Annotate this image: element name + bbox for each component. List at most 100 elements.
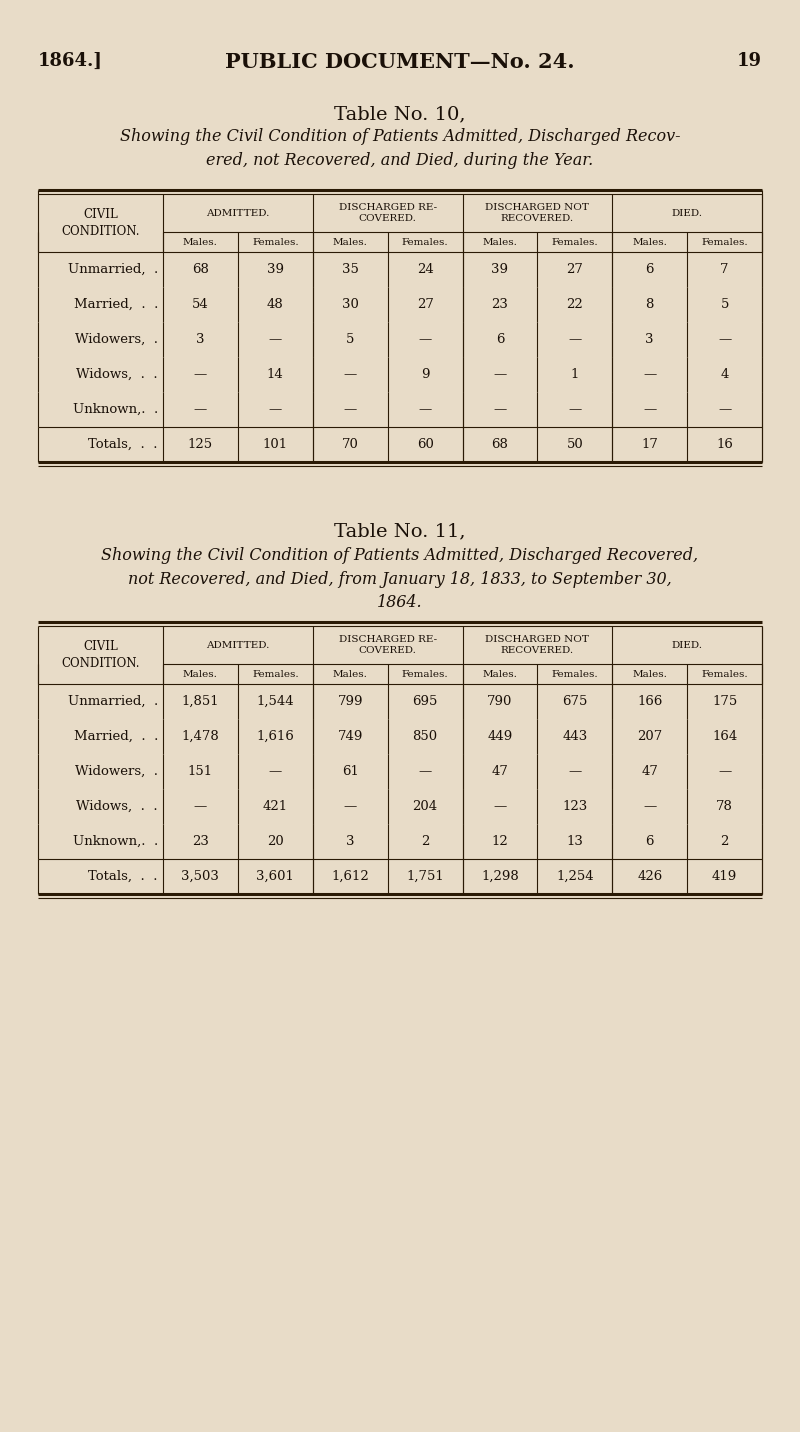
Text: Males.: Males. xyxy=(333,238,368,246)
Text: 23: 23 xyxy=(491,298,508,311)
Text: —: — xyxy=(418,402,432,417)
Text: 151: 151 xyxy=(188,765,213,778)
Text: 3: 3 xyxy=(196,334,205,347)
Text: 675: 675 xyxy=(562,695,587,707)
Text: —: — xyxy=(568,334,582,347)
Text: —: — xyxy=(418,765,432,778)
Text: —: — xyxy=(643,368,656,381)
Text: 6: 6 xyxy=(646,263,654,276)
Text: 1,851: 1,851 xyxy=(182,695,219,707)
Text: Females.: Females. xyxy=(252,238,298,246)
Text: Males.: Males. xyxy=(632,670,667,679)
Text: 9: 9 xyxy=(421,368,430,381)
Text: 48: 48 xyxy=(267,298,284,311)
Text: 1,612: 1,612 xyxy=(331,871,369,884)
Text: Showing the Civil Condition of Patients Admitted, Discharged Recov-
ered, not Re: Showing the Civil Condition of Patients … xyxy=(120,127,680,169)
Text: 449: 449 xyxy=(487,730,513,743)
Text: ADMITTED.: ADMITTED. xyxy=(206,209,270,218)
Text: DISCHARGED NOT
RECOVERED.: DISCHARGED NOT RECOVERED. xyxy=(486,634,590,654)
Text: Totals,  .  .: Totals, . . xyxy=(89,871,158,884)
Text: 3: 3 xyxy=(646,334,654,347)
Text: Females.: Females. xyxy=(551,670,598,679)
Text: —: — xyxy=(418,334,432,347)
Text: 2: 2 xyxy=(421,835,430,848)
Text: Females.: Females. xyxy=(402,670,448,679)
Text: CIVIL
CONDITION.: CIVIL CONDITION. xyxy=(62,640,140,670)
Text: 68: 68 xyxy=(491,438,508,451)
Text: Widowers,  .: Widowers, . xyxy=(75,334,158,347)
Text: Males.: Males. xyxy=(183,238,218,246)
Text: 19: 19 xyxy=(737,52,762,70)
Text: —: — xyxy=(494,368,506,381)
Text: DISCHARGED NOT
RECOVERED.: DISCHARGED NOT RECOVERED. xyxy=(486,203,590,223)
Text: 54: 54 xyxy=(192,298,209,311)
Text: 3,503: 3,503 xyxy=(182,871,219,884)
Text: 204: 204 xyxy=(413,800,438,813)
Text: 1,544: 1,544 xyxy=(257,695,294,707)
Text: DISCHARGED RE-
COVERED.: DISCHARGED RE- COVERED. xyxy=(338,634,437,654)
Text: 3,601: 3,601 xyxy=(256,871,294,884)
Text: 68: 68 xyxy=(192,263,209,276)
Text: Females.: Females. xyxy=(702,238,748,246)
Text: Unknown,.  .: Unknown,. . xyxy=(73,402,158,417)
Text: —: — xyxy=(269,765,282,778)
Text: 14: 14 xyxy=(267,368,284,381)
Text: 123: 123 xyxy=(562,800,587,813)
Text: Married,  .  .: Married, . . xyxy=(74,298,158,311)
Text: 39: 39 xyxy=(267,263,284,276)
Text: —: — xyxy=(194,800,207,813)
Text: —: — xyxy=(643,402,656,417)
Text: —: — xyxy=(643,800,656,813)
Text: 30: 30 xyxy=(342,298,358,311)
Text: —: — xyxy=(494,800,506,813)
Text: 5: 5 xyxy=(720,298,729,311)
Text: 1,751: 1,751 xyxy=(406,871,444,884)
Text: —: — xyxy=(718,402,731,417)
Text: Males.: Males. xyxy=(632,238,667,246)
Text: —: — xyxy=(194,368,207,381)
Text: Widowers,  .: Widowers, . xyxy=(75,765,158,778)
Text: 24: 24 xyxy=(417,263,434,276)
Text: 421: 421 xyxy=(262,800,288,813)
Text: 799: 799 xyxy=(338,695,363,707)
Text: 1: 1 xyxy=(570,368,579,381)
Text: 27: 27 xyxy=(566,263,583,276)
Text: 419: 419 xyxy=(712,871,737,884)
Text: 5: 5 xyxy=(346,334,354,347)
Text: 47: 47 xyxy=(491,765,508,778)
Text: 23: 23 xyxy=(192,835,209,848)
Text: 207: 207 xyxy=(637,730,662,743)
Text: 749: 749 xyxy=(338,730,363,743)
Text: 1,478: 1,478 xyxy=(182,730,219,743)
Text: Unmarried,  .: Unmarried, . xyxy=(68,695,158,707)
Text: Married,  .  .: Married, . . xyxy=(74,730,158,743)
Text: Showing the Civil Condition of Patients Admitted, Discharged Recovered,
not Reco: Showing the Civil Condition of Patients … xyxy=(102,547,698,611)
Text: 790: 790 xyxy=(487,695,513,707)
Text: 1,616: 1,616 xyxy=(256,730,294,743)
Text: 443: 443 xyxy=(562,730,587,743)
Text: 164: 164 xyxy=(712,730,737,743)
Text: ADMITTED.: ADMITTED. xyxy=(206,640,270,650)
Text: 39: 39 xyxy=(491,263,509,276)
Text: Widows,  .  .: Widows, . . xyxy=(76,368,158,381)
Text: 4: 4 xyxy=(720,368,729,381)
Text: Females.: Females. xyxy=(252,670,298,679)
Text: 22: 22 xyxy=(566,298,583,311)
Text: 1,254: 1,254 xyxy=(556,871,594,884)
Text: —: — xyxy=(343,800,357,813)
Text: 12: 12 xyxy=(491,835,508,848)
Text: 8: 8 xyxy=(646,298,654,311)
Text: 61: 61 xyxy=(342,765,358,778)
Text: 78: 78 xyxy=(716,800,733,813)
Text: 125: 125 xyxy=(188,438,213,451)
Text: —: — xyxy=(568,765,582,778)
Text: PUBLIC DOCUMENT—No. 24.: PUBLIC DOCUMENT—No. 24. xyxy=(225,52,575,72)
Text: 1,298: 1,298 xyxy=(481,871,519,884)
Text: 426: 426 xyxy=(637,871,662,884)
Text: 166: 166 xyxy=(637,695,662,707)
Text: —: — xyxy=(269,402,282,417)
Text: Unmarried,  .: Unmarried, . xyxy=(68,263,158,276)
Text: 3: 3 xyxy=(346,835,354,848)
Text: 20: 20 xyxy=(267,835,284,848)
Text: 27: 27 xyxy=(417,298,434,311)
